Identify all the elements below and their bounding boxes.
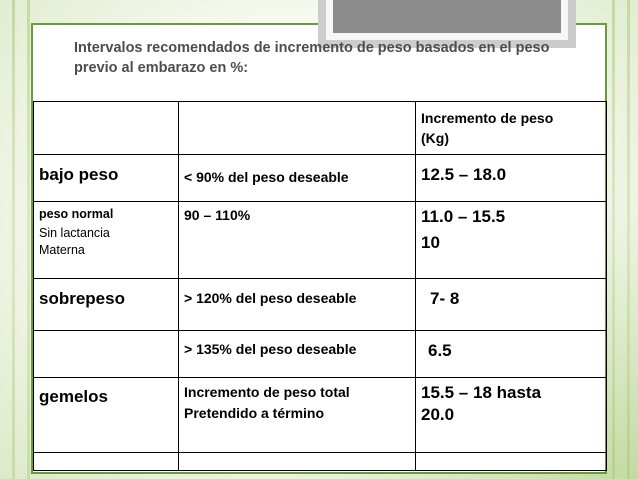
category-cell: bajo peso (33, 154, 179, 202)
gain-cell: 12.5 – 18.0 (415, 154, 607, 202)
background-stripe (27, 0, 30, 479)
category-note: Sin lactancia (39, 226, 110, 240)
category-cell: gemelos (33, 377, 179, 453)
category-cell (33, 330, 179, 378)
table-row: peso normal Sin lactancia Materna 90 – 1… (33, 201, 607, 279)
empty-cell (33, 452, 179, 471)
empty-cell (178, 452, 416, 471)
criterion-cell: > 135% del peso deseable (178, 330, 416, 378)
gain-value: 15.5 – 18 hasta (421, 383, 542, 402)
criterion-cell: 90 – 110% (178, 201, 416, 279)
gain-cell: 7- 8 (415, 278, 607, 331)
criterion-cell: Incremento de peso total Pretendido a té… (178, 377, 416, 453)
slide-title: Intervalos recomendados de incremento de… (74, 40, 550, 76)
empty-cell (415, 452, 607, 471)
table-row: > 135% del peso deseable 6.5 (33, 330, 607, 378)
table-row: bajo peso < 90% del peso deseable 12.5 –… (33, 154, 607, 202)
table-row: gemelos Incremento de peso total Pretend… (33, 377, 607, 453)
gain-value: 10 (421, 233, 440, 252)
criterion-cell: > 120% del peso deseable (178, 278, 416, 331)
background-stripe (612, 0, 615, 479)
gain-cell: 6.5 (415, 330, 607, 378)
background-stripe (12, 0, 15, 479)
title-tab-fill (333, 0, 561, 33)
criterion-cell: < 90% del peso deseable (178, 154, 416, 202)
background-stripe (627, 0, 630, 479)
gain-cell: 15.5 – 18 hasta 20.0 (415, 377, 607, 453)
gain-value: 11.0 – 15.5 (421, 207, 506, 226)
table-header-row: Incremento de peso (Kg) (33, 101, 607, 155)
weight-gain-table: Incremento de peso (Kg) bajo peso < 90% … (33, 101, 607, 471)
header-cell-criterion (178, 101, 416, 155)
criterion-label: Incremento de peso total (184, 384, 350, 400)
criterion-label: Pretendido a término (184, 405, 325, 421)
header-cell-gain: Incremento de peso (Kg) (415, 101, 607, 155)
header-gain-unit: (Kg) (421, 130, 449, 146)
table-row: sobrepeso > 120% del peso deseable 7- 8 (33, 278, 607, 331)
category-label: peso normal (39, 207, 114, 221)
gain-cell: 11.0 – 15.5 10 (415, 201, 607, 279)
gain-value: 20.0 (421, 405, 455, 424)
header-gain-label: Incremento de peso (421, 110, 554, 126)
table-row (33, 452, 607, 471)
category-cell: sobrepeso (33, 278, 179, 331)
category-note: Materna (39, 243, 85, 257)
header-cell-category (33, 101, 179, 155)
category-cell: peso normal Sin lactancia Materna (33, 201, 179, 279)
